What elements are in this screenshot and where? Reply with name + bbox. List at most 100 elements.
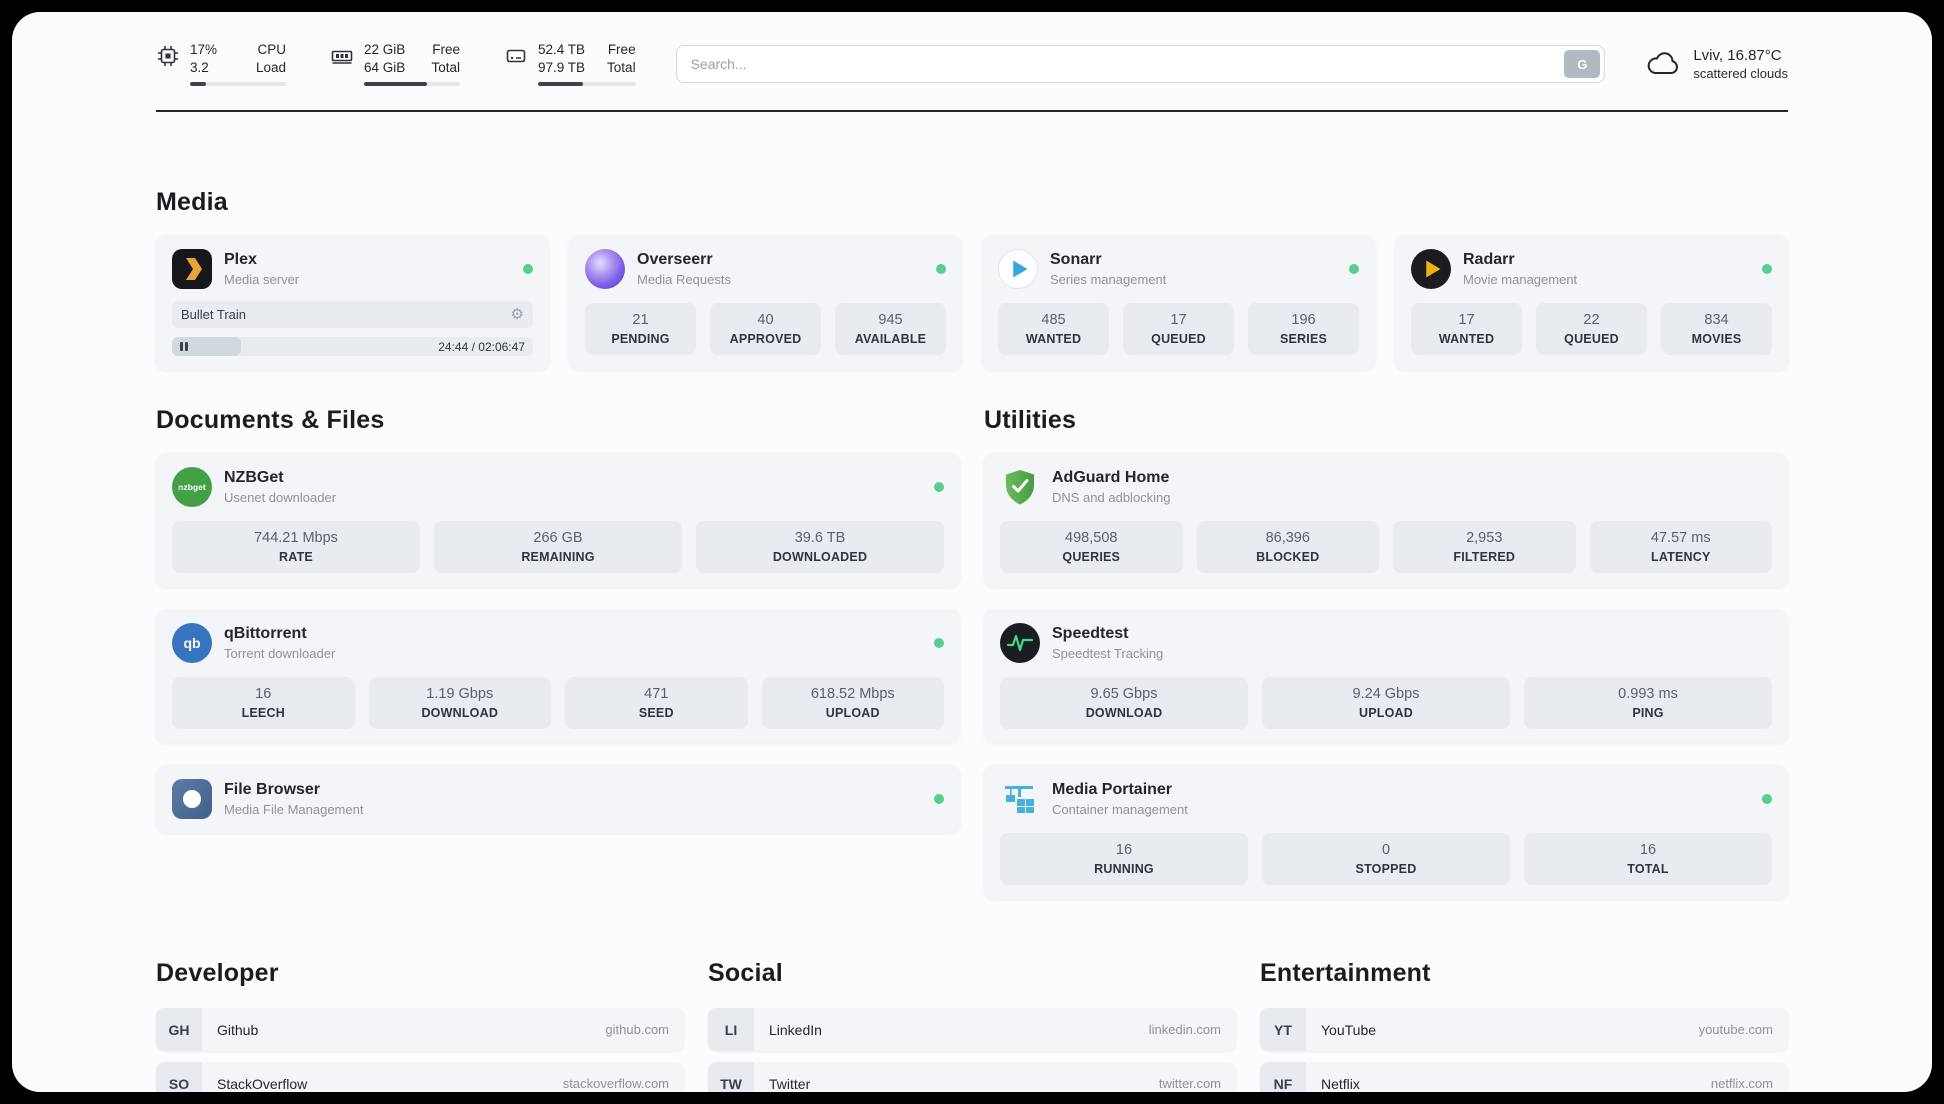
stat-queued: 22 QUEUED (1536, 303, 1647, 355)
stat-stopped: 0 STOPPED (1262, 833, 1510, 885)
bookmark-name: Twitter (769, 1075, 811, 1092)
bookmark-linkedin[interactable]: LI LinkedIn linkedin.com (708, 1008, 1236, 1051)
app-name: File Browser (224, 781, 321, 798)
app-card-radarr[interactable]: Radarr Movie management 17 WANTED 22 QUE… (1395, 235, 1788, 370)
app-subtitle: Movie management (1463, 272, 1578, 287)
section-title-media: Media (156, 188, 228, 216)
stat-ping: 0.993 ms PING (1524, 677, 1772, 729)
bookmark-stackoverflow[interactable]: SO StackOverflow stackoverflow.com (156, 1062, 684, 1092)
cpu-label-2: Load (255, 60, 286, 75)
cpu-label-1: CPU (257, 42, 286, 57)
app-subtitle: Media Requests (637, 272, 731, 287)
app-name: Plex (224, 251, 257, 268)
section-title-documents: Documents & Files (156, 406, 385, 434)
cpu-progress-bar (190, 82, 286, 86)
status-dot (936, 264, 946, 274)
bookmark-abbr: SO (156, 1062, 202, 1092)
status-dot (934, 794, 944, 804)
filebrowser-icon (172, 779, 212, 819)
disk-total: 97.9 TB (538, 60, 586, 75)
section-title-entertainment: Entertainment (1260, 959, 1431, 987)
bookmark-name: Netflix (1321, 1075, 1360, 1092)
stat-total: 16 TOTAL (1524, 833, 1772, 885)
status-dot (1762, 264, 1772, 274)
stat-approved: 40 APPROVED (710, 303, 821, 355)
cpu-widget: 17% CPU 3.2 Load (156, 42, 286, 86)
nzbget-icon: nzbget (172, 467, 212, 507)
search-input[interactable] (675, 45, 1606, 83)
app-card-portainer[interactable]: Media Portainer Container management 16 … (984, 765, 1788, 899)
app-card-sonarr[interactable]: Sonarr Series management 485 WANTED 17 Q… (982, 235, 1375, 370)
playback-progress-fill (172, 337, 241, 356)
stat-download: 1.19 Gbps DOWNLOAD (368, 677, 551, 729)
disk-icon (506, 49, 526, 63)
app-subtitle: Speedtest Tracking (1052, 646, 1164, 661)
stat-leech: 16 LEECH (172, 677, 355, 729)
search-engine-button[interactable]: G (1564, 50, 1601, 78)
app-subtitle: Torrent downloader (224, 646, 336, 661)
app-card-adguard[interactable]: AdGuard Home DNS and adblocking 498,508 … (984, 453, 1788, 587)
stat-pending: 21 PENDING (585, 303, 696, 355)
bookmark-abbr: GH (156, 1008, 202, 1051)
dashboard-page: 17% CPU 3.2 Load (12, 12, 1932, 1092)
disk-label-1: Free (607, 42, 636, 57)
app-subtitle: Container management (1052, 802, 1188, 817)
bookmark-abbr: NF (1260, 1062, 1306, 1092)
app-name: NZBGet (224, 469, 284, 486)
cpu-icon (158, 46, 178, 66)
ram-label-2: Total (431, 60, 460, 75)
stat-wanted: 485 WANTED (998, 303, 1109, 355)
bookmark-group-developer: Developer GH Github github.com SO StackO… (156, 959, 684, 1092)
speedtest-icon (1000, 623, 1040, 663)
ram-widget: 22 GiB Free 64 GiB Total (330, 42, 460, 86)
qbittorrent-icon: qb (172, 623, 212, 663)
app-name: Media Portainer (1052, 781, 1173, 798)
disk-progress-fill (538, 82, 583, 86)
app-card-speedtest[interactable]: Speedtest Speedtest Tracking 9.65 Gbps D… (984, 609, 1788, 743)
status-dot (934, 482, 944, 492)
ram-free: 22 GiB (364, 42, 406, 57)
stat-running: 16 RUNNING (1000, 833, 1248, 885)
hardware-stats: 17% CPU 3.2 Load (156, 42, 636, 86)
bookmark-twitter[interactable]: TW Twitter twitter.com (708, 1062, 1236, 1092)
bookmark-github[interactable]: GH Github github.com (156, 1008, 684, 1051)
sonarr-icon (998, 249, 1038, 289)
top-bar: 17% CPU 3.2 Load (156, 12, 1788, 86)
status-dot (523, 264, 533, 274)
pause-icon[interactable] (180, 342, 188, 351)
app-card-nzbget[interactable]: nzbget NZBGet Usenet downloader 744.21 M… (156, 453, 960, 587)
status-dot (1349, 264, 1359, 274)
bookmark-name: Github (217, 1021, 259, 1038)
documents-column: Documents & Files nzbget NZBGet Usenet d… (156, 406, 960, 899)
app-card-filebrowser[interactable]: File Browser Media File Management (156, 765, 960, 833)
header-divider (156, 110, 1788, 112)
disk-free: 52.4 TB (538, 42, 586, 57)
stat-blocked: 86,396 BLOCKED (1196, 521, 1379, 573)
app-card-qbittorrent[interactable]: qb qBittorrent Torrent downloader 16 LEE… (156, 609, 960, 743)
bookmark-youtube[interactable]: YT YouTube youtube.com (1260, 1008, 1788, 1051)
disk-progress-bar (538, 82, 636, 86)
bookmark-group-social: Social LI LinkedIn linkedin.com TW Twitt… (708, 959, 1236, 1092)
radarr-icon (1411, 249, 1451, 289)
bookmark-netflix[interactable]: NF Netflix netflix.com (1260, 1062, 1788, 1092)
stat-movies: 834 MOVIES (1661, 303, 1772, 355)
disk-label-2: Total (607, 60, 636, 75)
ram-total: 64 GiB (364, 60, 406, 75)
stat-upload: 9.24 Gbps UPLOAD (1262, 677, 1510, 729)
bookmark-url: github.com (605, 1022, 669, 1037)
bookmark-name: LinkedIn (769, 1021, 822, 1038)
app-name: Sonarr (1050, 251, 1102, 268)
app-name: AdGuard Home (1052, 469, 1170, 486)
stat-seed: 471 SEED (565, 677, 748, 729)
app-subtitle: Usenet downloader (224, 490, 337, 505)
ram-progress-bar (364, 82, 460, 86)
gear-icon[interactable]: ⚙ (510, 306, 524, 323)
app-card-overseerr[interactable]: Overseerr Media Requests 21 PENDING 40 A… (569, 235, 962, 370)
bookmark-group-entertainment: Entertainment YT YouTube youtube.com NF … (1260, 959, 1788, 1092)
playback-progress-bar[interactable]: 24:44 / 02:06:47 (172, 337, 533, 356)
bookmark-abbr: YT (1260, 1008, 1306, 1051)
app-card-plex[interactable]: Plex Media server Bullet Train ⚙ 24:44 /… (156, 235, 549, 370)
app-name: Overseerr (637, 251, 713, 268)
cpu-progress-fill (190, 82, 207, 86)
weather-widget: Lviv, 16.87°C scattered clouds (1645, 47, 1788, 81)
